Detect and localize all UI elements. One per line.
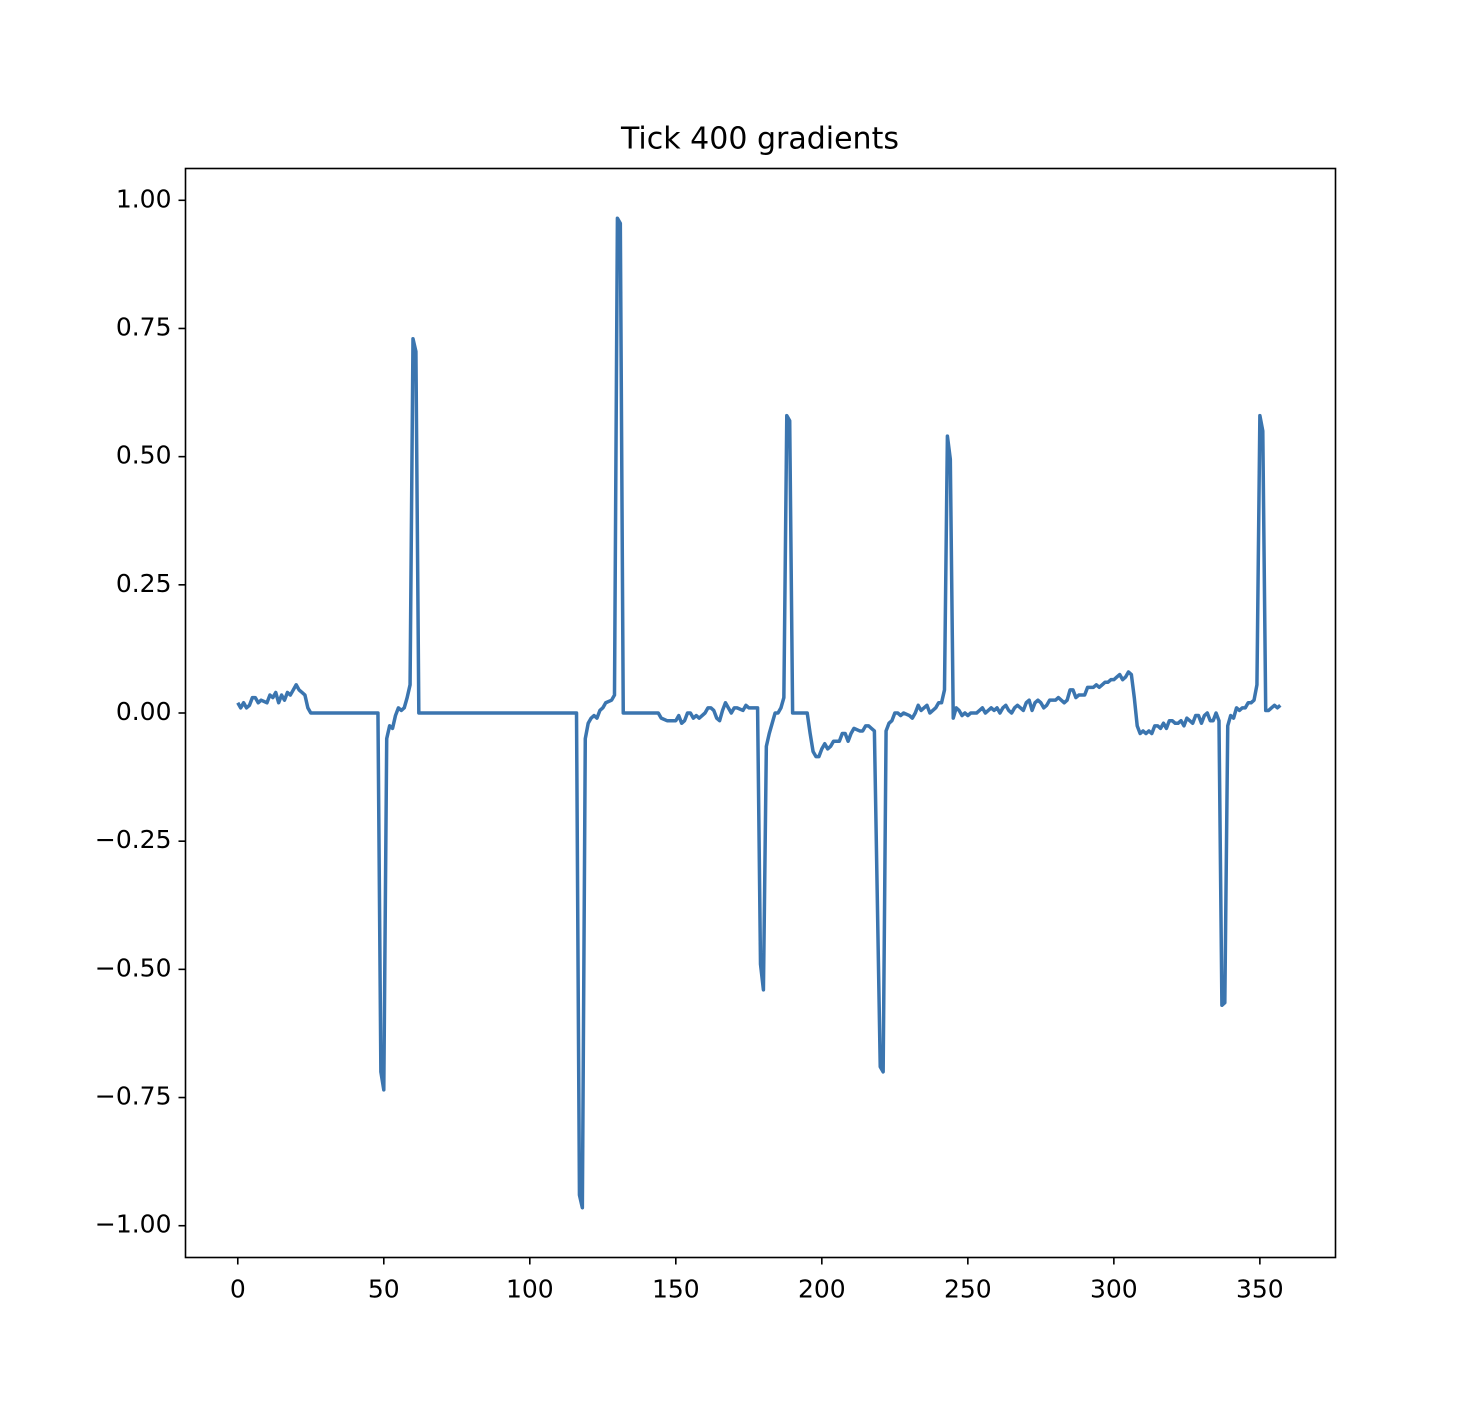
y-tick-label: −0.75 — [95, 1082, 172, 1111]
x-tick-label: 50 — [368, 1275, 400, 1304]
x-tick-label: 150 — [652, 1275, 700, 1304]
y-tick-label: 0.00 — [116, 697, 172, 726]
x-tick-label: 100 — [506, 1275, 554, 1304]
x-tick-label: 350 — [1236, 1275, 1284, 1304]
x-tick-label: 200 — [798, 1275, 846, 1304]
x-tick-label: 250 — [944, 1275, 992, 1304]
x-tick-label: 0 — [230, 1275, 246, 1304]
chart-title: Tick 400 gradients — [620, 122, 899, 157]
y-tick-label: 0.75 — [116, 312, 172, 341]
y-tick-label: 0.25 — [116, 569, 172, 598]
series-line — [236, 216, 1282, 1210]
x-tick-label: 300 — [1090, 1275, 1138, 1304]
y-tick-label: −0.50 — [95, 953, 172, 982]
y-tick-label: 1.00 — [116, 184, 172, 213]
y-tick-label: −1.00 — [95, 1210, 172, 1239]
y-tick-label: −0.25 — [95, 825, 172, 854]
y-tick-label: 0.50 — [116, 441, 172, 470]
